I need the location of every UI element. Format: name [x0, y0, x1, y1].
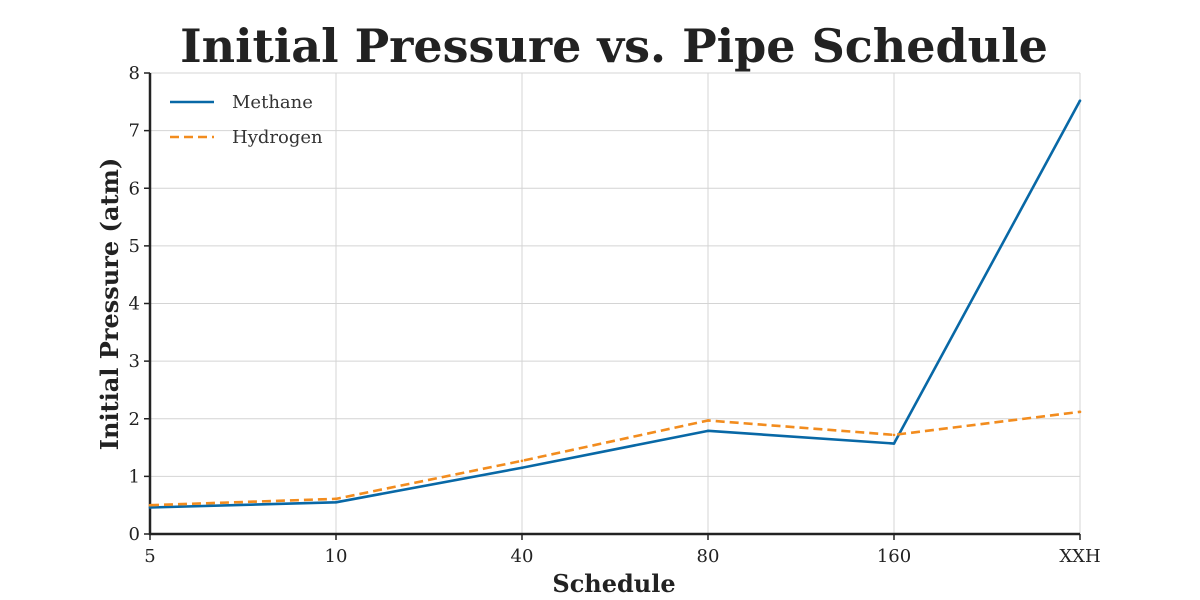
data-point-methane — [334, 501, 338, 504]
data-point-hydrogen — [706, 419, 710, 422]
y-tick-label: 7 — [129, 121, 140, 142]
y-tick-label: 6 — [129, 178, 140, 199]
legend: Methane Hydrogen — [170, 92, 323, 148]
y-tick-label: 4 — [129, 294, 140, 315]
tick-labels: 0 1 2 3 4 5 6 7 8 5 10 40 80 160 XXH — [129, 63, 1101, 567]
data-point-methane — [148, 506, 152, 509]
y-tick-label: 2 — [129, 409, 140, 430]
grid — [149, 72, 1081, 535]
data-point-hydrogen — [334, 497, 338, 501]
data-point-hydrogen — [892, 433, 896, 437]
y-tick-label: 3 — [129, 351, 140, 372]
data-point-hydrogen — [1078, 410, 1082, 414]
y-tick-label: 5 — [129, 236, 140, 257]
series-lines — [148, 99, 1082, 509]
x-tick-label: 5 — [144, 546, 155, 567]
legend-label-hydrogen: Hydrogen — [232, 127, 323, 148]
data-point-methane — [1078, 99, 1082, 102]
data-point-hydrogen — [148, 503, 152, 507]
chart-title: Initial Pressure vs. Pipe Schedule — [180, 19, 1048, 73]
series-line-hydrogen — [149, 410, 1081, 507]
x-tick-label: 160 — [877, 546, 911, 567]
data-point-methane — [892, 442, 896, 445]
y-tick-label: 8 — [129, 63, 140, 84]
data-point-methane — [706, 429, 710, 433]
x-tick-label: 10 — [325, 546, 348, 567]
x-axis-title: Schedule — [552, 569, 675, 598]
x-tick-label: 40 — [511, 546, 534, 567]
y-axis-title: Initial Pressure (atm) — [95, 158, 124, 450]
y-tick-label: 1 — [129, 466, 140, 487]
series-line-methane — [149, 100, 1082, 509]
x-tick-label: 80 — [697, 546, 720, 567]
data-point-hydrogen — [520, 459, 524, 463]
y-tick-label: 0 — [129, 524, 140, 545]
data-point-methane — [520, 466, 524, 470]
axes — [144, 72, 1081, 540]
legend-label-methane: Methane — [232, 92, 313, 113]
x-tick-label: XXH — [1059, 546, 1100, 567]
